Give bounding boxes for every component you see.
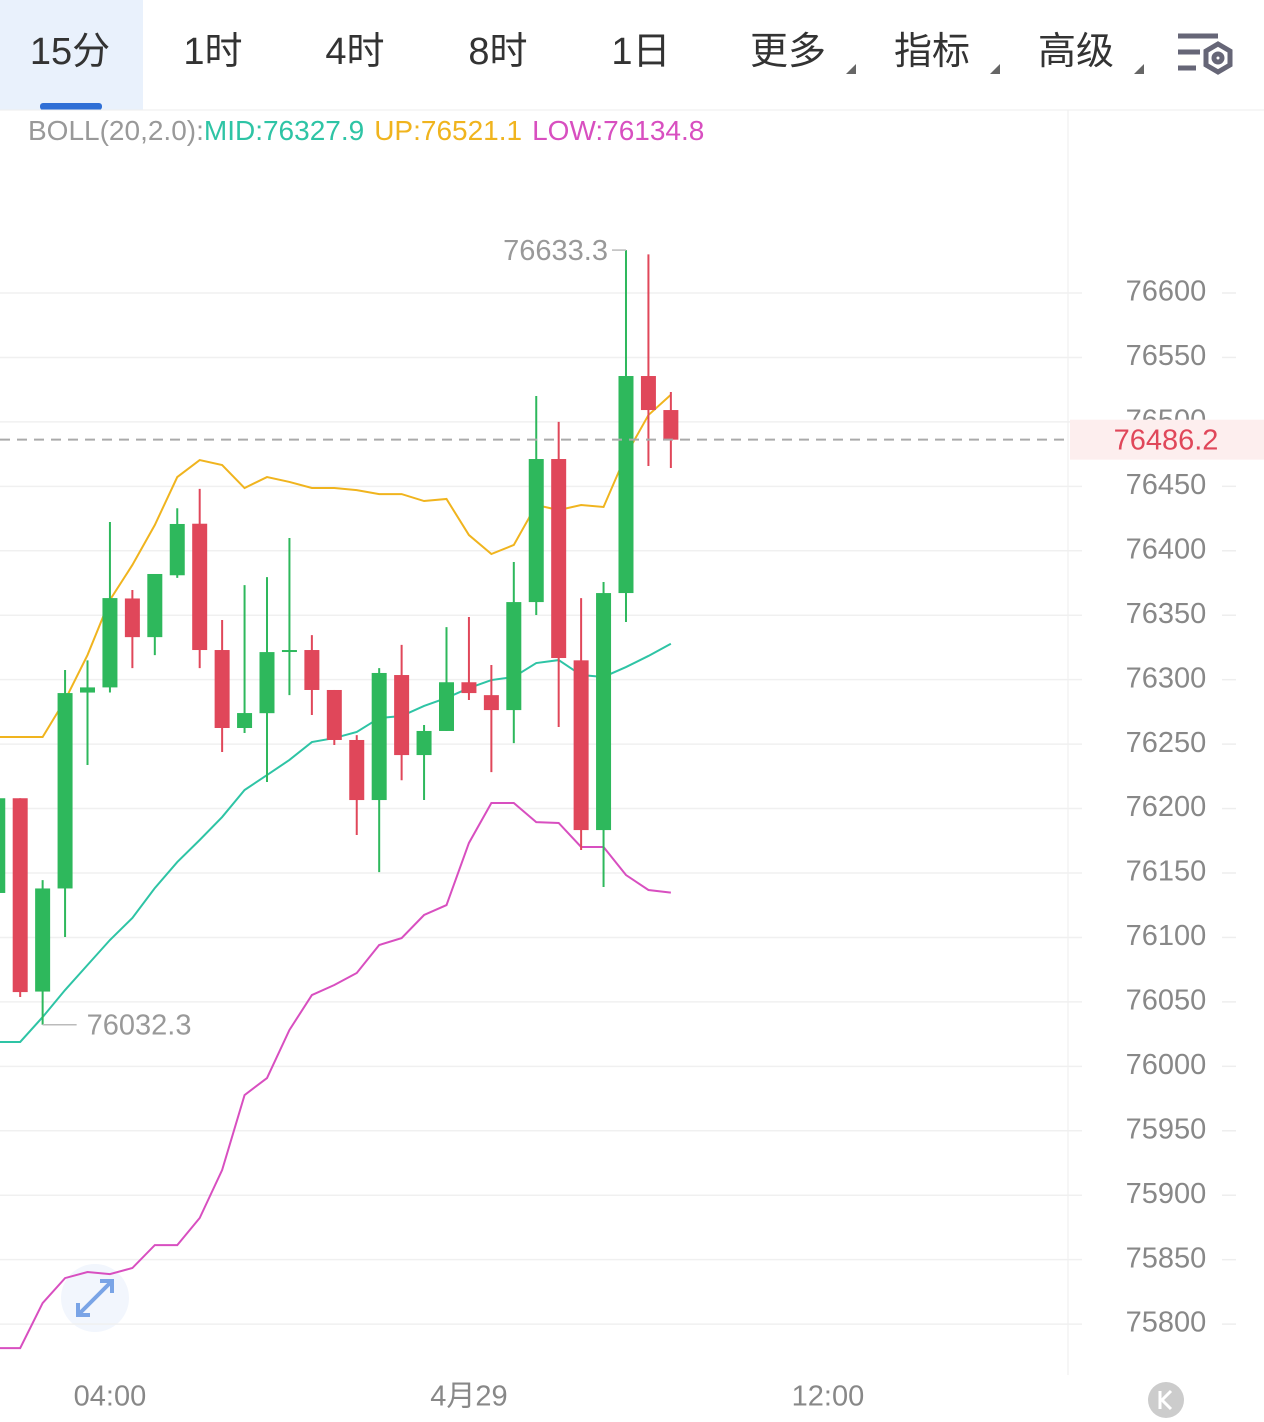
candle-body xyxy=(259,652,275,714)
candle-body xyxy=(169,523,185,576)
tab[interactable]: 4时 xyxy=(325,31,384,73)
legend-entry: LOW:76134.8 xyxy=(532,115,704,146)
y-tick-label: 76600 xyxy=(1126,276,1207,308)
tab[interactable]: 指标 xyxy=(894,31,970,73)
x-tick-label: 4月29 xyxy=(430,1381,507,1413)
y-tick-label: 76000 xyxy=(1126,1049,1207,1081)
candle-body xyxy=(12,798,28,993)
tab[interactable]: 高级 xyxy=(1038,31,1114,73)
candle-body xyxy=(596,593,612,831)
candle-body xyxy=(461,682,477,694)
candle-body xyxy=(528,459,544,603)
tab[interactable]: 15分 xyxy=(30,31,110,73)
x-tick-label: 04:00 xyxy=(74,1381,147,1413)
settings-icon[interactable] xyxy=(1178,33,1233,75)
legend-entry: BOLL(20,2.0): xyxy=(28,115,204,146)
y-tick-label: 76050 xyxy=(1126,985,1207,1017)
candle-body xyxy=(35,888,51,992)
candle-body xyxy=(573,660,589,831)
min-label: 76032.3 xyxy=(87,1009,192,1041)
y-tick-label: 75850 xyxy=(1126,1242,1207,1274)
y-tick-label: 76400 xyxy=(1126,533,1207,565)
candle-body xyxy=(438,682,454,731)
active-tab-bg xyxy=(0,0,143,110)
tab[interactable]: 1日 xyxy=(611,31,670,73)
candle-body xyxy=(102,598,118,688)
tab[interactable]: 8时 xyxy=(468,31,527,73)
candle-body xyxy=(394,675,410,756)
candle-body xyxy=(304,650,320,690)
boll-line xyxy=(0,802,671,1350)
y-tick-label: 76300 xyxy=(1126,662,1207,694)
dropdown-arrow xyxy=(990,64,1000,74)
candle-body xyxy=(80,687,96,693)
legend-entry: MID:76327.9 xyxy=(204,115,364,146)
candle-body xyxy=(483,695,499,711)
candle-body xyxy=(506,602,522,711)
y-tick-label: 75800 xyxy=(1126,1307,1207,1339)
candle-body xyxy=(640,376,656,411)
y-tick-label: 76350 xyxy=(1126,598,1207,630)
y-tick-label: 76200 xyxy=(1126,791,1207,823)
tab[interactable]: 1时 xyxy=(183,31,242,73)
y-tick-label: 76450 xyxy=(1126,469,1207,501)
dropdown-arrow xyxy=(1134,64,1144,74)
candle-body xyxy=(57,693,73,889)
candle-body xyxy=(663,410,679,440)
candle-body xyxy=(281,650,297,653)
candle-body xyxy=(618,376,634,594)
dropdown-arrow xyxy=(846,64,856,74)
y-tick-label: 76550 xyxy=(1126,340,1207,372)
candle-body xyxy=(326,689,342,740)
active-tab-underline xyxy=(40,103,102,110)
legend-entry: UP:76521.1 xyxy=(374,115,522,146)
boll-line xyxy=(0,393,672,739)
y-tick-label: 75950 xyxy=(1126,1113,1207,1145)
indicator-legend: BOLL(20,2.0):MID:76327.9 UP:76521.1 LOW:76… xyxy=(28,115,704,146)
candle-body xyxy=(371,672,387,801)
max-label: 76633.3 xyxy=(503,235,608,267)
y-tick-label: 76150 xyxy=(1126,856,1207,888)
zoom-icon[interactable] xyxy=(61,1264,129,1332)
candle-body xyxy=(237,713,253,729)
candle-body xyxy=(192,523,208,651)
k-icon[interactable] xyxy=(1148,1382,1184,1418)
candle-body xyxy=(147,573,163,638)
y-tick-label: 75900 xyxy=(1126,1178,1207,1210)
last-price-box xyxy=(1070,419,1264,460)
candle-body xyxy=(214,650,230,729)
y-tick-label: 76100 xyxy=(1126,920,1207,952)
y-tick-label: 76250 xyxy=(1126,727,1207,759)
x-tick-label: 12:00 xyxy=(792,1381,865,1413)
candle-body xyxy=(416,730,432,756)
candle-body xyxy=(551,459,567,659)
last-price-label: 76486.2 xyxy=(1114,424,1219,456)
tab[interactable]: 更多 xyxy=(750,31,826,73)
candle-body xyxy=(124,598,140,638)
candle-body xyxy=(349,739,365,801)
candle-body xyxy=(0,798,6,893)
